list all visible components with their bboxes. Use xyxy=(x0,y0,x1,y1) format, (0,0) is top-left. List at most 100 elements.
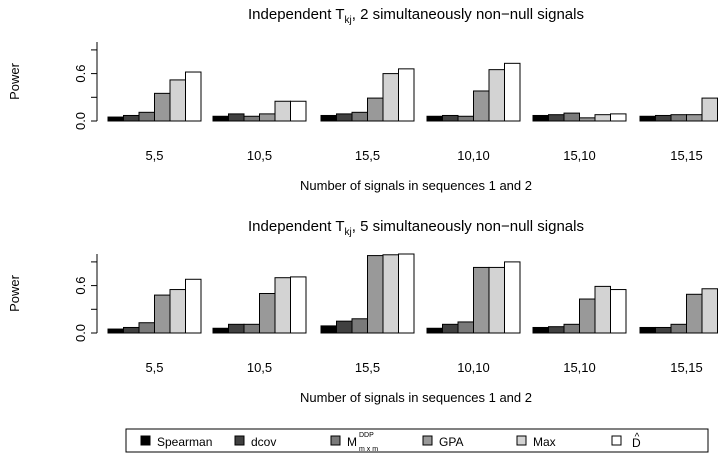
y-axis-label: Power xyxy=(7,274,22,312)
legend-item: ^D xyxy=(611,432,641,450)
legend-swatch xyxy=(330,435,341,446)
bar xyxy=(185,71,202,122)
legend-label-subscript: m x m xyxy=(359,446,378,453)
x-tick-label: 10,5 xyxy=(247,148,272,163)
legend-label: M xyxy=(347,435,357,449)
bar xyxy=(701,97,718,122)
bar xyxy=(382,73,399,122)
bar xyxy=(426,327,443,334)
bar xyxy=(610,113,627,122)
bar xyxy=(655,114,672,122)
bar xyxy=(382,254,399,334)
bar xyxy=(290,100,307,122)
legend-item: dcov xyxy=(234,435,276,449)
bar xyxy=(563,112,580,122)
x-tick-label: 10,10 xyxy=(457,148,490,163)
bar xyxy=(351,111,368,122)
bar xyxy=(504,261,521,334)
bar xyxy=(228,323,245,334)
bar xyxy=(320,114,337,122)
y-tick-label: 0.0 xyxy=(73,324,88,342)
bar xyxy=(274,277,291,334)
bar xyxy=(274,100,291,122)
x-tick-label: 15,10 xyxy=(563,360,596,375)
x-tick-label: 15,5 xyxy=(355,148,380,163)
bar xyxy=(367,255,384,334)
x-tick-label: 15,15 xyxy=(670,148,703,163)
legend-swatch xyxy=(611,435,622,446)
bar xyxy=(563,323,580,334)
bar xyxy=(107,116,124,122)
bar xyxy=(488,266,505,334)
bar xyxy=(579,298,596,334)
chart-panel-1: Independent Tkj, 2 simultaneously non−nu… xyxy=(7,6,718,193)
bar xyxy=(290,276,307,334)
legend-label: GPA xyxy=(439,435,463,449)
bar xyxy=(670,114,687,122)
bar xyxy=(138,111,155,122)
bar xyxy=(639,115,656,122)
bar xyxy=(243,323,260,334)
legend-label-superscript: DDP xyxy=(359,432,374,439)
y-tick-label: 0.0 xyxy=(73,112,88,130)
x-tick-label: 10,10 xyxy=(457,360,490,375)
bar xyxy=(548,114,565,122)
bar xyxy=(367,97,384,122)
bar xyxy=(670,323,687,334)
x-tick-label: 5,5 xyxy=(145,148,163,163)
x-axis-label: Number of signals in sequences 1 and 2 xyxy=(300,178,532,193)
bar xyxy=(548,326,565,334)
legend-swatch xyxy=(140,435,151,446)
chart-title: Independent Tkj, 2 simultaneously non−nu… xyxy=(248,6,584,26)
bar xyxy=(169,79,186,122)
x-tick-label: 15,5 xyxy=(355,360,380,375)
bar xyxy=(259,113,276,122)
bar xyxy=(532,114,549,122)
bar xyxy=(212,327,229,334)
chart-title: Independent Tkj, 5 simultaneously non−nu… xyxy=(248,218,584,238)
bar xyxy=(701,288,718,334)
bar xyxy=(655,326,672,334)
y-tick-label: 0.6 xyxy=(73,65,88,83)
bar xyxy=(426,115,443,122)
x-axis-label: Number of signals in sequences 1 and 2 xyxy=(300,390,532,405)
bar xyxy=(398,253,415,334)
bar xyxy=(154,92,171,122)
bar xyxy=(686,114,703,122)
bar xyxy=(473,266,490,334)
bar xyxy=(212,115,229,122)
bar xyxy=(504,62,521,122)
legend-label: Spearman xyxy=(157,435,212,449)
legend-swatch xyxy=(516,435,527,446)
bar xyxy=(610,289,627,334)
bar xyxy=(442,114,459,122)
bar xyxy=(107,328,124,334)
legend-label-hat: ^ xyxy=(635,432,640,443)
bar xyxy=(169,289,186,334)
bar xyxy=(457,115,474,122)
chart-panel-2: Independent Tkj, 5 simultaneously non−nu… xyxy=(7,218,718,405)
bar xyxy=(123,114,140,122)
bar xyxy=(639,326,656,334)
x-tick-label: 10,5 xyxy=(247,360,272,375)
bar xyxy=(336,113,353,122)
legend-box xyxy=(125,428,709,453)
bar xyxy=(488,69,505,122)
legend-swatch xyxy=(422,435,433,446)
bar xyxy=(473,90,490,122)
y-axis-label: Power xyxy=(7,62,22,100)
x-tick-label: 5,5 xyxy=(145,360,163,375)
legend-label: D xyxy=(632,436,641,450)
legend: Spearman dcov M DDP m x m GPA Max ^D xyxy=(125,428,709,453)
x-tick-label: 15,10 xyxy=(563,148,596,163)
bar xyxy=(185,278,202,334)
bar xyxy=(594,285,611,334)
legend-label: dcov xyxy=(251,435,276,449)
bar xyxy=(351,318,368,334)
legend-item: Max xyxy=(516,435,556,449)
bar xyxy=(138,322,155,334)
bar xyxy=(123,326,140,334)
legend-item: Spearman xyxy=(140,435,212,449)
bar xyxy=(532,326,549,334)
